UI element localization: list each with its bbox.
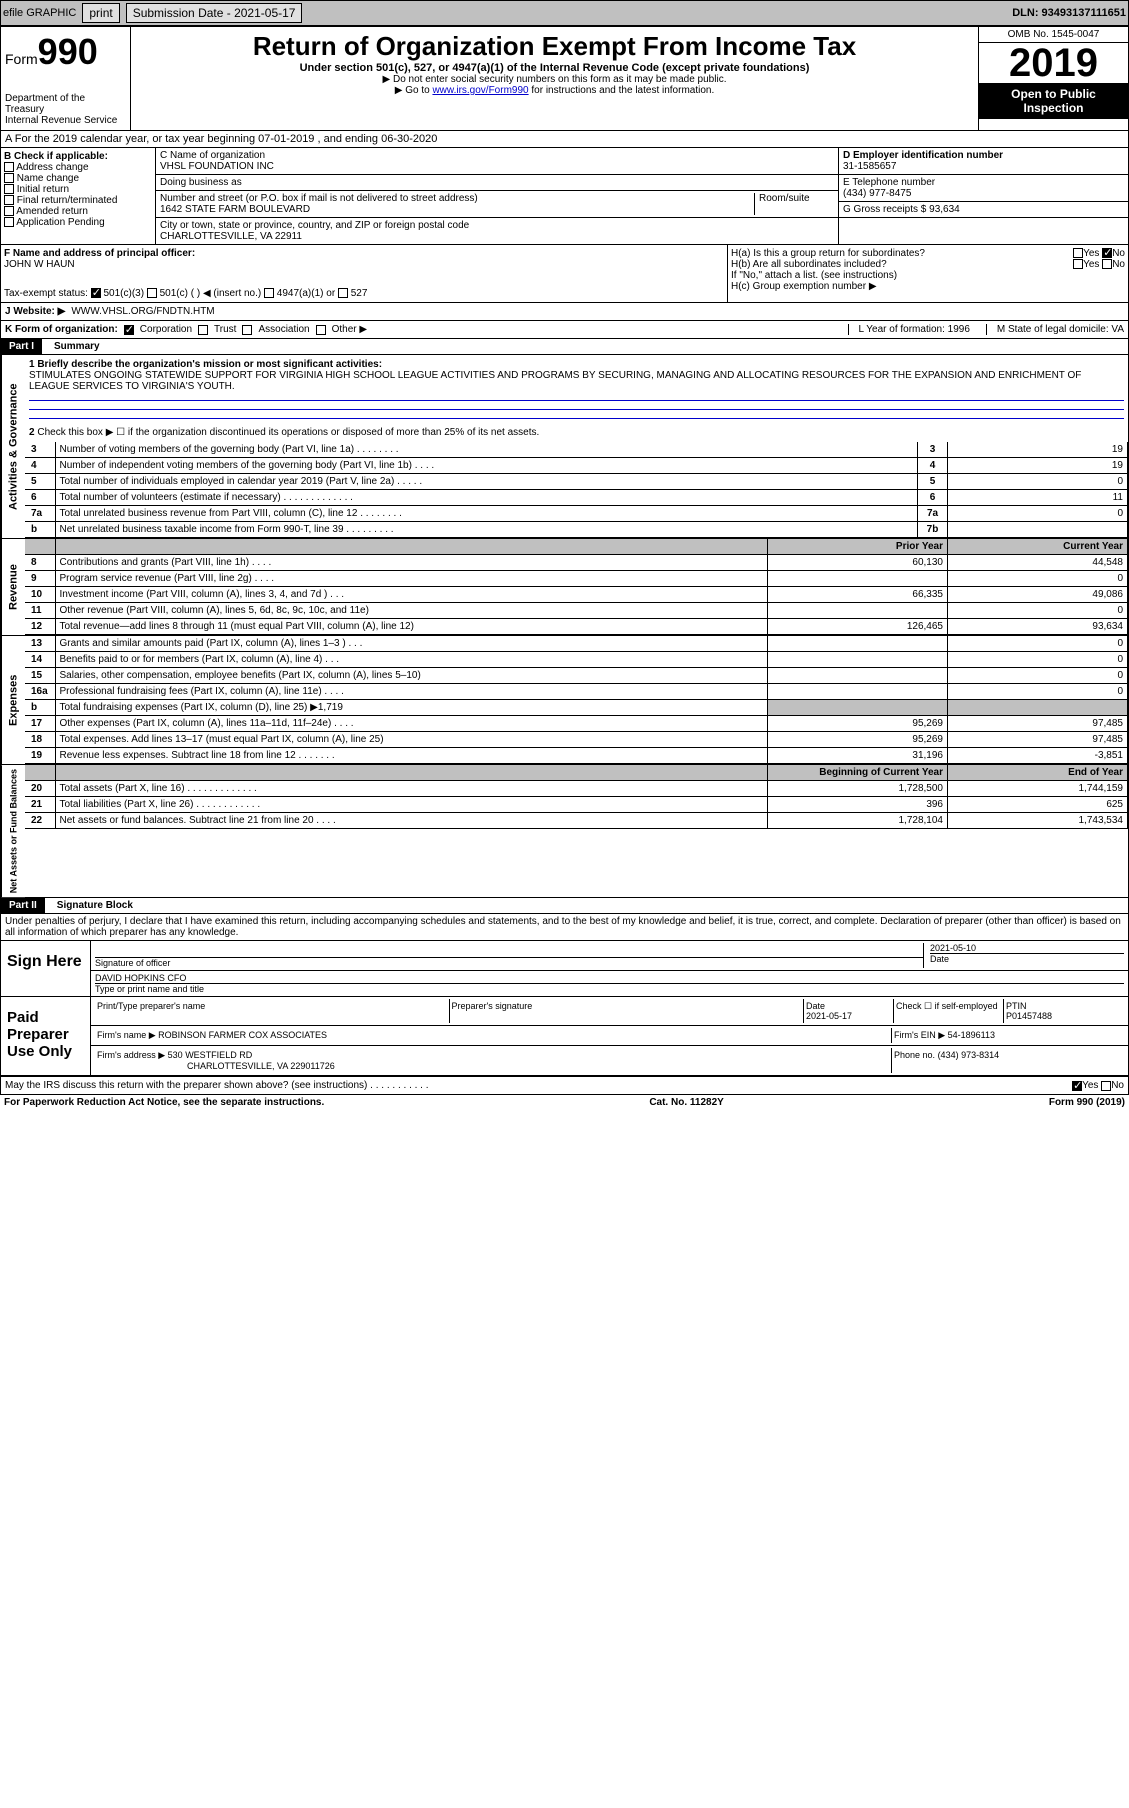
city-state-zip: CHARLOTTESVILLE, VA 22911 xyxy=(160,231,834,242)
declaration-text: Under penalties of perjury, I declare th… xyxy=(0,914,1129,941)
check-initial-return[interactable]: Initial return xyxy=(4,184,152,195)
irs-link[interactable]: www.irs.gov/Form990 xyxy=(432,85,528,96)
telephone-value: (434) 977-8475 xyxy=(843,188,1124,199)
governance-table: 3Number of voting members of the governi… xyxy=(25,442,1128,538)
inspection-badge: Open to Public Inspection xyxy=(979,83,1128,119)
firm-phone: (434) 973-8314 xyxy=(938,1050,1000,1060)
sign-here-label: Sign Here xyxy=(1,941,91,996)
room-suite-label: Room/suite xyxy=(754,193,834,215)
part1-header: Part I Summary xyxy=(0,339,1129,355)
section-fh: F Name and address of principal officer:… xyxy=(0,245,1129,303)
year-formation: L Year of formation: 1996 xyxy=(848,324,980,335)
sig-date-label: Date xyxy=(930,953,1124,964)
side-governance: Activities & Governance xyxy=(1,355,25,538)
side-netassets: Net Assets or Fund Balances xyxy=(1,765,25,897)
check-final-return[interactable]: Final return/terminated xyxy=(4,195,152,206)
check-b-column: B Check if applicable: Address change Na… xyxy=(1,148,156,244)
section-bcd: B Check if applicable: Address change Na… xyxy=(0,148,1129,245)
check-501c3[interactable] xyxy=(91,288,101,298)
part2-header: Part II Signature Block xyxy=(0,898,1129,914)
org-info-column: C Name of organization VHSL FOUNDATION I… xyxy=(156,148,838,244)
submission-date-button[interactable]: Submission Date - 2021-05-17 xyxy=(126,3,303,23)
form-title: Return of Organization Exempt From Incom… xyxy=(135,31,974,62)
firm-addr1: 530 WESTFIELD RD xyxy=(168,1050,253,1060)
prep-self-employed[interactable]: Check ☐ if self-employed xyxy=(894,999,1004,1023)
expenses-table: 13Grants and similar amounts paid (Part … xyxy=(25,636,1128,764)
check-association[interactable] xyxy=(242,325,252,335)
signature-section: Sign Here Signature of officer 2021-05-1… xyxy=(0,941,1129,1077)
discuss-row: May the IRS discuss this return with the… xyxy=(0,1077,1129,1095)
check-address-change[interactable]: Address change xyxy=(4,162,152,173)
subtitle-1: Under section 501(c), 527, or 4947(a)(1)… xyxy=(135,62,974,74)
revenue-table: Prior YearCurrent Year8Contributions and… xyxy=(25,539,1128,635)
firm-addr2: CHARLOTTESVILLE, VA 229011726 xyxy=(187,1061,335,1071)
ptin-value: P01457488 xyxy=(1006,1011,1052,1021)
check-name-change[interactable]: Name change xyxy=(4,173,152,184)
print-button[interactable]: print xyxy=(82,3,119,23)
check-amended-return[interactable]: Amended return xyxy=(4,206,152,217)
ein-value: 31-1585657 xyxy=(843,161,1124,172)
gross-receipts: G Gross receipts $ 93,634 xyxy=(839,202,1128,218)
firm-name: ROBINSON FARMER COX ASSOCIATES xyxy=(158,1030,327,1040)
street-address: 1642 STATE FARM BOULEVARD xyxy=(160,204,754,215)
hb-question: H(b) Are all subordinates included? Yes … xyxy=(731,259,1125,270)
top-toolbar: efile GRAPHIC print Submission Date - 20… xyxy=(0,0,1129,26)
ein-column: D Employer identification number 31-1585… xyxy=(838,148,1128,244)
paid-preparer-label: Paid Preparer Use Only xyxy=(1,997,91,1075)
check-other[interactable] xyxy=(316,325,326,335)
dept-label: Department of the Treasury xyxy=(5,93,126,115)
website-value: WWW.VHSL.ORG/FNDTN.HTM xyxy=(71,306,214,317)
discuss-yes[interactable] xyxy=(1072,1081,1082,1091)
form-number: Form990 xyxy=(5,31,126,73)
principal-officer: JOHN W HAUN xyxy=(4,259,724,270)
irs-label: Internal Revenue Service xyxy=(5,115,126,126)
hc-question: H(c) Group exemption number ▶ xyxy=(731,281,1125,292)
prep-sig-label: Preparer's signature xyxy=(450,999,805,1023)
efile-label: efile GRAPHIC xyxy=(3,7,76,19)
sig-officer-label: Signature of officer xyxy=(95,957,923,968)
mission-text: STIMULATES ONGOING STATEWIDE SUPPORT FOR… xyxy=(29,370,1124,392)
org-name: VHSL FOUNDATION INC xyxy=(160,161,834,172)
check-4947[interactable] xyxy=(264,288,274,298)
dln-label: DLN: 93493137111651 xyxy=(1012,7,1126,19)
check-501c[interactable] xyxy=(147,288,157,298)
tax-year: 2019 xyxy=(979,43,1128,83)
form-header: Form990 Department of the Treasury Inter… xyxy=(0,26,1129,131)
netassets-section: Net Assets or Fund Balances Beginning of… xyxy=(0,765,1129,898)
subtitle-3: ▶ Go to www.irs.gov/Form990 for instruct… xyxy=(135,85,974,96)
ha-question: H(a) Is this a group return for subordin… xyxy=(731,248,1125,259)
prep-date: 2021-05-17 xyxy=(806,1011,852,1021)
governance-section: Activities & Governance 1 Briefly descri… xyxy=(0,355,1129,539)
prep-name-label: Print/Type preparer's name xyxy=(95,999,450,1023)
expenses-section: Expenses 13Grants and similar amounts pa… xyxy=(0,636,1129,765)
line-k-row: K Form of organization: Corporation Trus… xyxy=(0,321,1129,339)
footer-right: Form 990 (2019) xyxy=(1049,1097,1125,1108)
sig-date-value: 2021-05-10 xyxy=(930,943,1124,953)
officer-type-label: Type or print name and title xyxy=(95,983,1124,994)
check-corporation[interactable] xyxy=(124,325,134,335)
website-row: J Website: ▶ WWW.VHSL.ORG/FNDTN.HTM xyxy=(0,303,1129,321)
side-revenue: Revenue xyxy=(1,539,25,635)
line-a: A For the 2019 calendar year, or tax yea… xyxy=(0,131,1129,148)
discuss-no[interactable] xyxy=(1101,1081,1111,1091)
tax-exempt-label: Tax-exempt status: xyxy=(4,288,88,299)
page-footer: For Paperwork Reduction Act Notice, see … xyxy=(0,1095,1129,1110)
check-trust[interactable] xyxy=(198,325,208,335)
q2-text: 2 Check this box ▶ ☐ if the organization… xyxy=(29,427,1124,438)
state-domicile: M State of legal domicile: VA xyxy=(986,324,1124,335)
hb-note: If "No," attach a list. (see instruction… xyxy=(731,270,1125,281)
side-expenses: Expenses xyxy=(1,636,25,764)
firm-ein: 54-1896113 xyxy=(948,1030,995,1040)
check-527[interactable] xyxy=(338,288,348,298)
officer-name: DAVID HOPKINS CFO xyxy=(95,973,1124,983)
revenue-section: Revenue Prior YearCurrent Year8Contribut… xyxy=(0,539,1129,636)
netassets-table: Beginning of Current YearEnd of Year20To… xyxy=(25,765,1128,829)
footer-left: For Paperwork Reduction Act Notice, see … xyxy=(4,1097,324,1108)
check-application-pending[interactable]: Application Pending xyxy=(4,217,152,228)
subtitle-2: ▶ Do not enter social security numbers o… xyxy=(135,74,974,85)
footer-mid: Cat. No. 11282Y xyxy=(649,1097,723,1108)
